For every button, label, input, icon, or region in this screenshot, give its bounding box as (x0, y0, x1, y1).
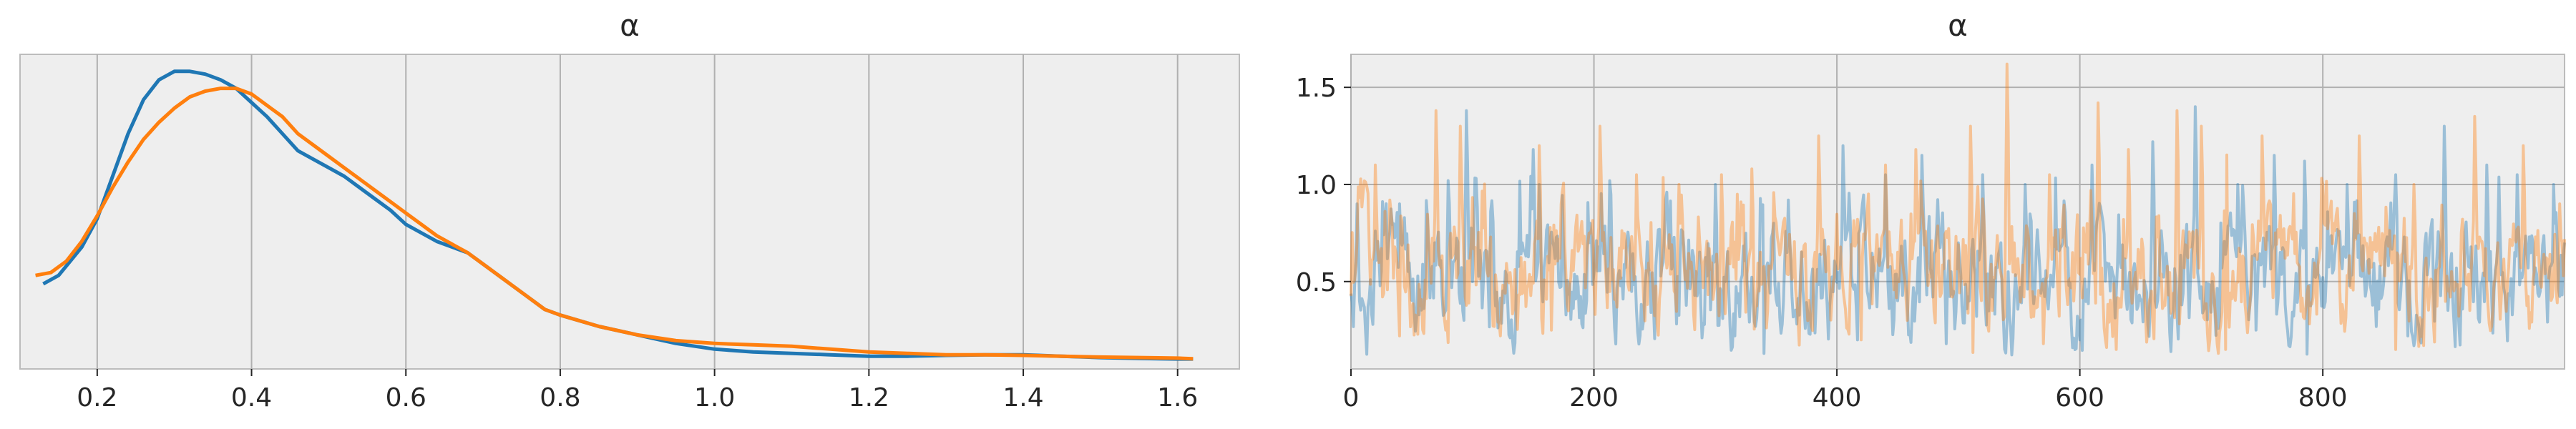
trace-x-tick-label: 0 (1343, 383, 1360, 413)
density-plot-area (19, 54, 1240, 370)
density-x-tick-label: 0.6 (386, 383, 426, 413)
density-x-tick-label: 1.2 (849, 383, 889, 413)
trace-gridlines (1350, 54, 2565, 369)
trace-panel: 0 200 400 600 800 0.5 1.0 1.5 α (1296, 8, 2566, 413)
density-line-chain-1 (42, 69, 1194, 361)
density-x-ticks: 0.2 0.4 0.6 0.8 1.0 1.2 1.4 1.6 (77, 369, 1198, 413)
density-x-tick-label: 1.6 (1157, 383, 1198, 413)
trace-y-tick-label: 0.5 (1296, 268, 1337, 297)
density-title: α (620, 8, 640, 43)
density-x-tick-label: 0.4 (231, 383, 272, 413)
trace-plot-area (1350, 54, 2565, 370)
trace-title: α (1948, 8, 1968, 43)
trace-x-tick-label: 200 (1569, 383, 1619, 413)
trace-x-tick-label: 600 (2055, 383, 2104, 413)
density-line-chain-2 (35, 87, 1194, 361)
trace-line-chain-1 (1350, 105, 2566, 357)
density-lines (35, 69, 1194, 361)
trace-y-tick-label: 1.5 (1296, 74, 1337, 103)
density-x-tick-label: 0.2 (77, 383, 117, 413)
density-x-tick-label: 0.8 (540, 383, 580, 413)
trace-x-tick-label: 800 (2298, 383, 2348, 413)
density-x-tick-label: 1.4 (1002, 383, 1043, 413)
trace-y-tick-label: 1.0 (1296, 171, 1337, 200)
density-panel: 0.2 0.4 0.6 0.8 1.0 1.2 1.4 1.6 α (19, 8, 1240, 413)
trace-x-tick-label: 400 (1813, 383, 1862, 413)
density-x-tick-label: 1.0 (694, 383, 735, 413)
trace-line-chain-2 (1350, 62, 2566, 355)
trace-lines (1350, 62, 2566, 357)
trace-ticks: 0 200 400 600 800 0.5 1.0 1.5 (1296, 74, 2348, 413)
